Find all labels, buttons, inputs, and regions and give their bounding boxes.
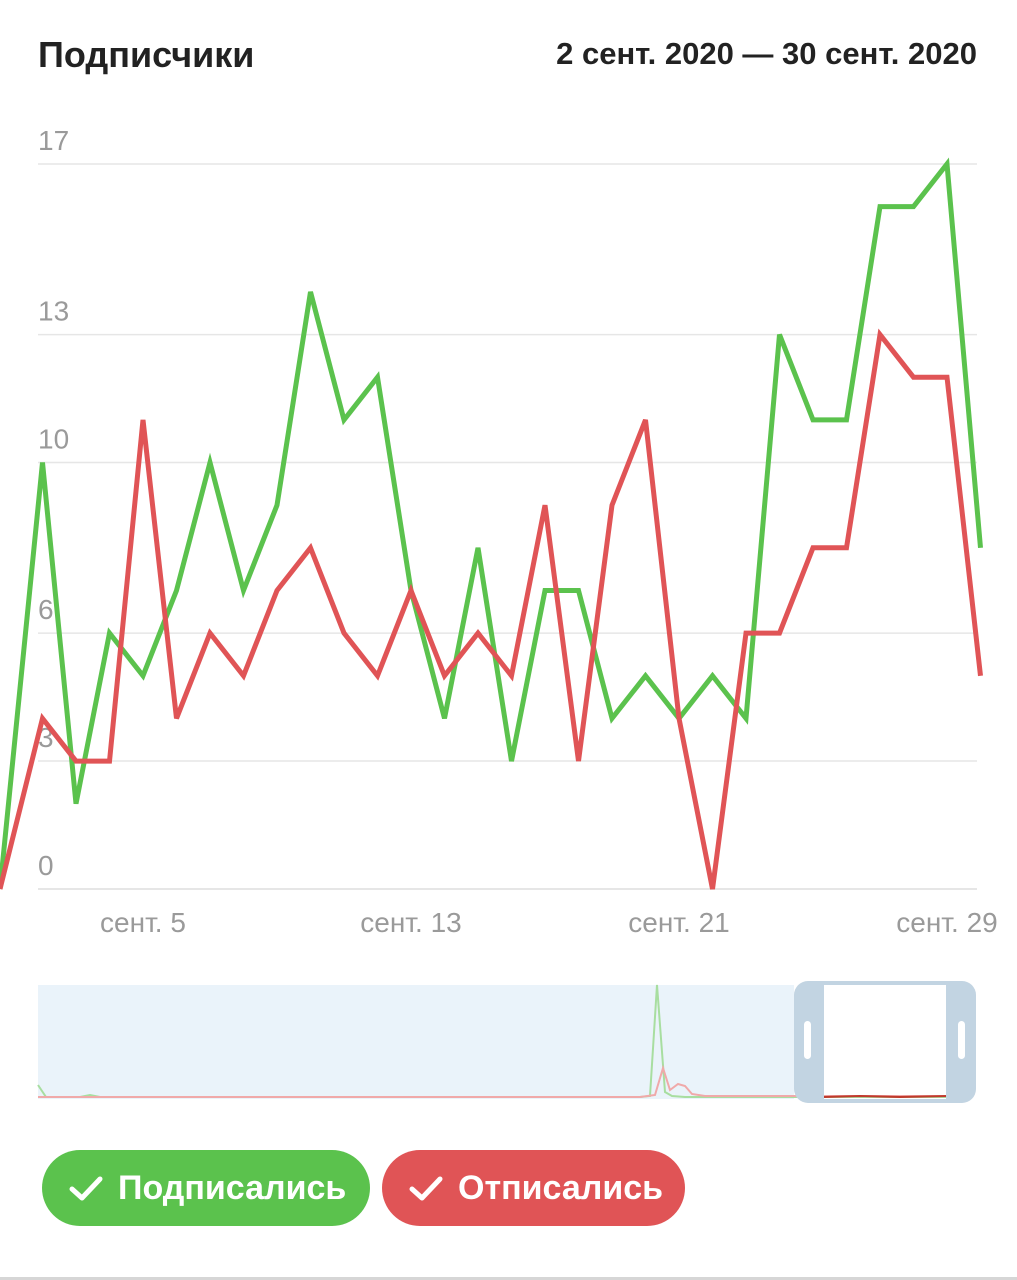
legend-subscribed-label: Подписались bbox=[118, 1168, 347, 1207]
legend-unsubscribed-toggle[interactable]: Отписались bbox=[382, 1150, 685, 1226]
chart-title: Подписчики bbox=[38, 34, 255, 75]
x-axis-ticks: сент. 5 сент. 13 сент. 21 сент. 29 bbox=[100, 907, 998, 938]
x-tick-label: сент. 5 bbox=[100, 907, 186, 938]
date-range: 2 сент. 2020 — 30 сент. 2020 bbox=[556, 36, 977, 71]
minimap-selected-window[interactable] bbox=[822, 985, 948, 1099]
legend-unsubscribed-label: Отписались bbox=[458, 1168, 664, 1207]
checkmark-icon bbox=[69, 1176, 103, 1201]
minimap-red-line bbox=[38, 1064, 948, 1098]
x-tick-label: сент. 13 bbox=[360, 907, 461, 938]
x-tick-label: сент. 21 bbox=[628, 907, 729, 938]
left-grip bbox=[804, 1021, 811, 1059]
y-tick-label: 13 bbox=[38, 296, 69, 327]
minimap-background bbox=[38, 985, 794, 1099]
legend-subscribed-toggle[interactable]: Подписались bbox=[42, 1150, 370, 1226]
right-grip bbox=[958, 1021, 965, 1059]
y-tick-label: 6 bbox=[38, 594, 54, 625]
y-tick-label: 17 bbox=[38, 125, 69, 156]
x-tick-label: сент. 29 bbox=[896, 907, 997, 938]
y-tick-label: 0 bbox=[38, 850, 54, 881]
bottom-divider bbox=[0, 1277, 1017, 1280]
minimap-bottom-border bbox=[822, 1099, 948, 1103]
checkmark-icon bbox=[409, 1176, 443, 1201]
grid-lines bbox=[38, 163, 977, 890]
series-line-unsubscribed bbox=[0, 328, 983, 890]
range-selector[interactable] bbox=[0, 0, 1017, 1110]
series-lines bbox=[0, 157, 983, 890]
y-tick-label: 10 bbox=[38, 424, 69, 455]
minimap-window-line bbox=[823, 1094, 949, 1099]
minimap-top-border bbox=[822, 981, 948, 985]
